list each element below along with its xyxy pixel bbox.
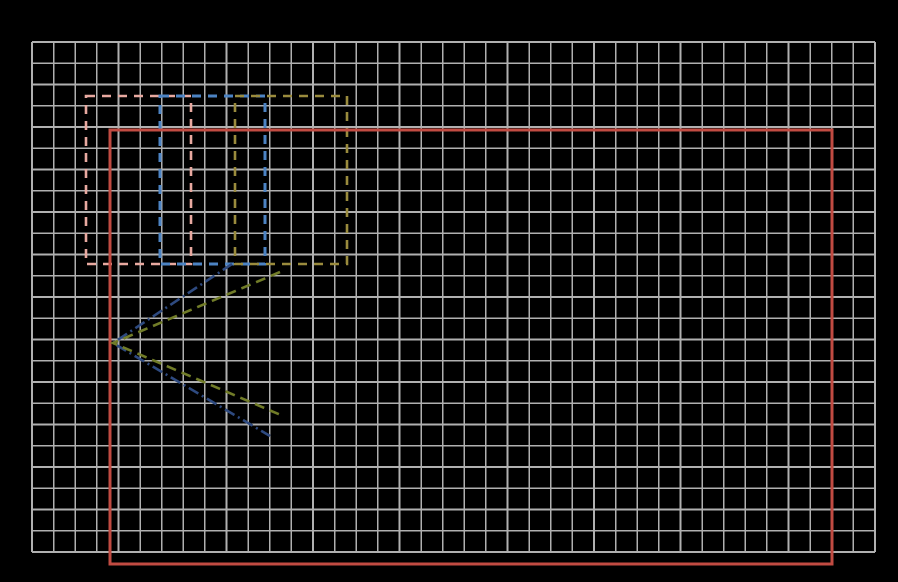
- red-solid-rect: [108, 128, 834, 566]
- shape-layer: [84, 94, 834, 566]
- salmon-dashed-rect: [84, 94, 193, 266]
- olive-dashed-rect: [233, 94, 349, 266]
- olive-dashed-polyline: [109, 270, 284, 418]
- blue-dashed-rect: [158, 94, 267, 266]
